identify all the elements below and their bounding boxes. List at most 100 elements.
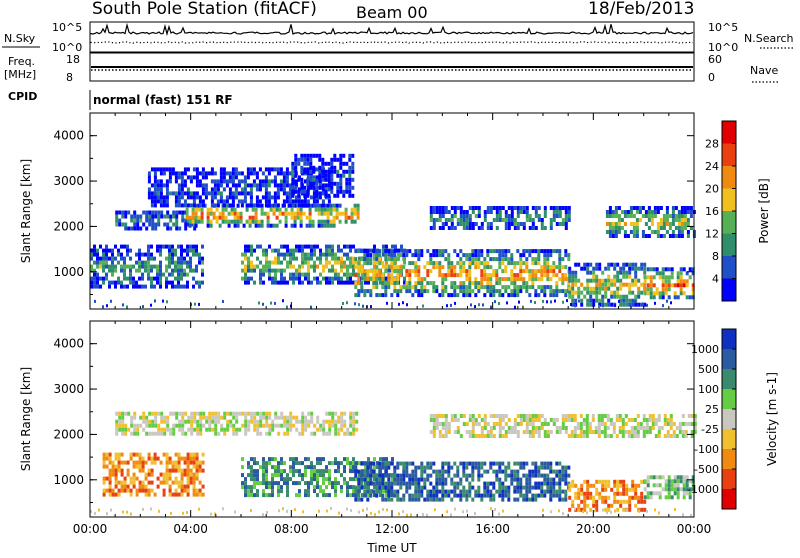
echo-cell	[513, 281, 517, 286]
echo-cell	[99, 256, 102, 261]
echo-cell	[375, 253, 379, 258]
echo-cell	[669, 426, 673, 430]
echo-cell	[546, 285, 550, 290]
echo-cell	[180, 175, 184, 180]
echo-cell	[390, 485, 394, 490]
echo-cell	[382, 508, 384, 511]
echo-cell	[381, 285, 385, 290]
echo-cell	[196, 419, 200, 424]
echo-cell	[546, 461, 550, 466]
echo-cell	[276, 171, 280, 176]
echo-cell	[522, 430, 526, 434]
echo-cell	[422, 304, 424, 308]
echo-cell	[251, 207, 255, 212]
echo-cell	[555, 426, 559, 430]
echo-cell	[546, 485, 550, 490]
echo-cell	[681, 422, 685, 426]
echo-cell	[265, 252, 268, 257]
echo-cell	[343, 280, 346, 285]
echo-cell	[589, 298, 593, 303]
echo-cell	[601, 286, 605, 291]
echo-cell	[332, 219, 336, 224]
echo-cell	[468, 414, 472, 418]
echo-cell	[231, 175, 235, 180]
echo-cell	[348, 193, 352, 198]
echo-cell	[543, 273, 547, 278]
echo-cell	[307, 272, 310, 277]
echo-cell	[328, 493, 331, 498]
echo-cell	[282, 191, 286, 196]
echo-cell	[465, 218, 469, 222]
echo-cell	[195, 183, 199, 188]
echo-cell	[498, 489, 502, 494]
echo-cell	[159, 284, 162, 289]
echo-cell	[444, 249, 448, 254]
echo-cell	[343, 481, 346, 486]
echo-cell	[253, 461, 256, 466]
echo-cell	[604, 483, 608, 488]
echo-cell	[105, 248, 108, 253]
echo-cell	[265, 465, 268, 470]
echo-cell	[177, 452, 181, 457]
echo-cell	[325, 411, 329, 416]
echo-cell	[339, 177, 343, 182]
echo-cell	[540, 226, 544, 230]
echo-cell	[429, 493, 433, 498]
echo-cell	[154, 431, 158, 436]
echo-cell	[118, 423, 122, 428]
echo-cell	[282, 299, 284, 303]
echo-cell	[151, 423, 155, 428]
echo-cell	[561, 257, 565, 262]
echo-cell	[468, 269, 472, 274]
echo-cell	[310, 244, 313, 249]
echo-cell	[611, 210, 615, 214]
echo-cell	[236, 203, 240, 208]
echo-cell	[343, 469, 346, 474]
echo-cell	[612, 430, 616, 434]
echo-cell	[339, 161, 343, 166]
echo-cell	[399, 497, 403, 502]
echo-cell	[568, 274, 572, 279]
echo-cell	[646, 267, 650, 272]
echo-cell	[665, 214, 669, 218]
echo-cell	[474, 253, 478, 258]
echo-cell	[247, 280, 250, 285]
echo-cell	[465, 489, 469, 494]
echo-cell	[186, 175, 190, 180]
echo-cell	[570, 303, 572, 306]
echo-cell	[309, 165, 313, 170]
echo-cell	[117, 468, 121, 473]
echo-cell	[405, 485, 409, 490]
echo-cell	[669, 434, 673, 438]
echo-cell	[291, 189, 295, 194]
echo-cell	[177, 195, 181, 200]
echo-cell	[670, 271, 674, 276]
echo-cell	[209, 219, 213, 224]
echo-cell	[622, 487, 626, 492]
echo-cell	[283, 461, 286, 466]
echo-cell	[362, 508, 364, 512]
echo-cell	[144, 492, 148, 497]
echo-cell	[438, 497, 442, 502]
echo-cell	[233, 223, 237, 228]
echo-cell	[534, 206, 538, 210]
echo-cell	[402, 253, 406, 258]
echo-cell	[283, 477, 286, 482]
echo-cell	[178, 210, 182, 215]
echo-cell	[498, 281, 502, 286]
echo-cell	[277, 461, 280, 466]
echo-cell	[301, 411, 305, 416]
echo-cell	[126, 284, 129, 289]
echo-cell	[483, 273, 487, 278]
nsky-tick-top: 10^5	[52, 21, 82, 34]
echo-cell	[402, 461, 406, 466]
echo-cell	[531, 430, 535, 434]
echo-cell	[334, 431, 338, 436]
echo-cell	[357, 265, 361, 270]
echo-cell	[623, 230, 627, 234]
echo-cell	[285, 179, 289, 184]
echo-cell	[691, 475, 695, 480]
echo-cell	[334, 252, 337, 257]
echo-cell	[613, 495, 617, 500]
echo-cell	[411, 493, 415, 498]
